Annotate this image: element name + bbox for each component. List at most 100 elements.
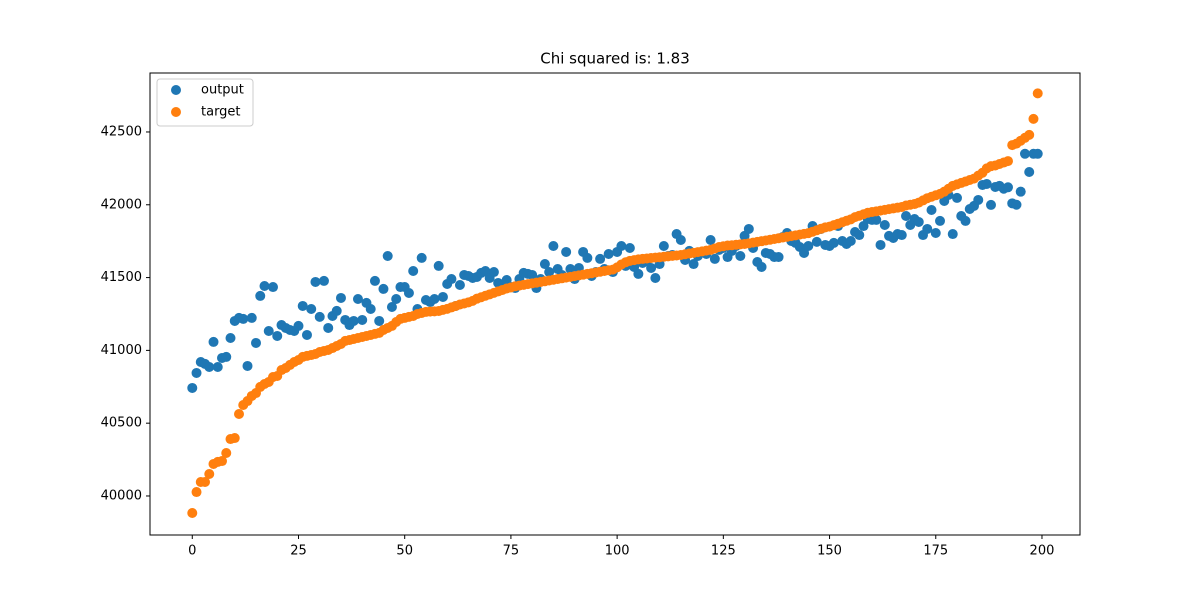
y-tick-label: 40500 [101, 416, 142, 431]
data-point [229, 433, 240, 444]
x-tick-label: 100 [605, 544, 630, 559]
data-point [1024, 167, 1035, 178]
data-point [922, 223, 933, 234]
legend-marker [171, 107, 181, 117]
data-point [871, 214, 882, 225]
data-point [913, 216, 924, 227]
data-point [1028, 113, 1039, 124]
data-point [191, 487, 202, 498]
data-point [1024, 129, 1035, 140]
data-point [391, 293, 402, 304]
data-point [212, 361, 223, 372]
data-point [369, 275, 380, 286]
data-point [217, 456, 228, 467]
data-point [773, 252, 784, 263]
data-point [582, 252, 593, 263]
data-point [408, 266, 419, 277]
data-point [561, 246, 572, 257]
data-point [234, 409, 245, 420]
data-point [688, 259, 699, 270]
data-point [301, 329, 312, 340]
plot-area [187, 88, 1043, 519]
x-tick-label: 150 [817, 544, 842, 559]
x-tick-label: 25 [290, 544, 307, 559]
data-point [267, 282, 278, 293]
data-point [985, 199, 996, 210]
data-point [743, 223, 754, 234]
data-point [709, 253, 720, 264]
data-point [952, 192, 963, 203]
data-point [374, 315, 385, 326]
data-point [616, 240, 627, 251]
data-point [365, 304, 376, 315]
y-tick-label: 42000 [101, 197, 142, 212]
y-tick-label: 40000 [101, 488, 142, 503]
data-point [246, 312, 257, 323]
data-point [828, 237, 839, 248]
data-point [378, 283, 389, 294]
data-point [675, 235, 686, 246]
data-point [416, 252, 427, 263]
data-point [960, 215, 971, 226]
data-point [255, 290, 266, 301]
data-point [242, 360, 253, 371]
data-point [488, 267, 499, 278]
y-tick-label: 42500 [101, 124, 142, 139]
x-tick-label: 200 [1030, 544, 1055, 559]
data-point [314, 311, 325, 322]
legend-label: output [201, 83, 244, 98]
data-point [935, 215, 946, 226]
data-point [357, 314, 368, 325]
y-tick-label: 41500 [101, 270, 142, 285]
data-point [756, 261, 767, 272]
data-point [191, 367, 202, 378]
data-point [735, 251, 746, 262]
data-point [658, 240, 669, 251]
x-tick-label: 175 [923, 544, 948, 559]
data-point [323, 322, 334, 333]
data-point [1032, 88, 1043, 99]
data-point [446, 274, 457, 285]
legend: output target [156, 78, 254, 127]
data-point [544, 267, 555, 278]
data-point [845, 236, 856, 247]
data-point [1002, 182, 1013, 193]
data-point [875, 239, 886, 250]
data-point [187, 382, 198, 393]
legend-box [156, 78, 254, 127]
data-point [263, 326, 274, 337]
data-point [238, 313, 249, 324]
data-point [259, 281, 270, 292]
data-point [926, 205, 937, 216]
data-point [947, 229, 958, 240]
data-point [403, 288, 414, 299]
data-point [879, 220, 890, 231]
data-point [595, 253, 606, 264]
data-point [297, 300, 308, 311]
x-tick-label: 125 [711, 544, 736, 559]
data-point [386, 301, 397, 312]
data-point [221, 448, 232, 459]
data-point [973, 194, 984, 205]
data-point [854, 230, 865, 241]
data-point [705, 235, 716, 246]
data-point [803, 240, 814, 251]
data-point [548, 240, 559, 251]
data-point [221, 351, 232, 362]
data-point [603, 248, 614, 259]
data-point [208, 336, 219, 347]
axes-frame [149, 72, 1081, 536]
data-point [624, 243, 635, 254]
y-tick-label: 41000 [101, 343, 142, 358]
data-point [352, 293, 363, 304]
data-point [251, 337, 262, 348]
data-point [1002, 156, 1013, 167]
data-point [310, 276, 321, 287]
data-point [646, 262, 657, 273]
data-point [204, 468, 215, 479]
legend-label: target [201, 105, 241, 120]
data-point [204, 361, 215, 372]
legend-marker [171, 85, 181, 95]
data-point [1019, 148, 1030, 159]
